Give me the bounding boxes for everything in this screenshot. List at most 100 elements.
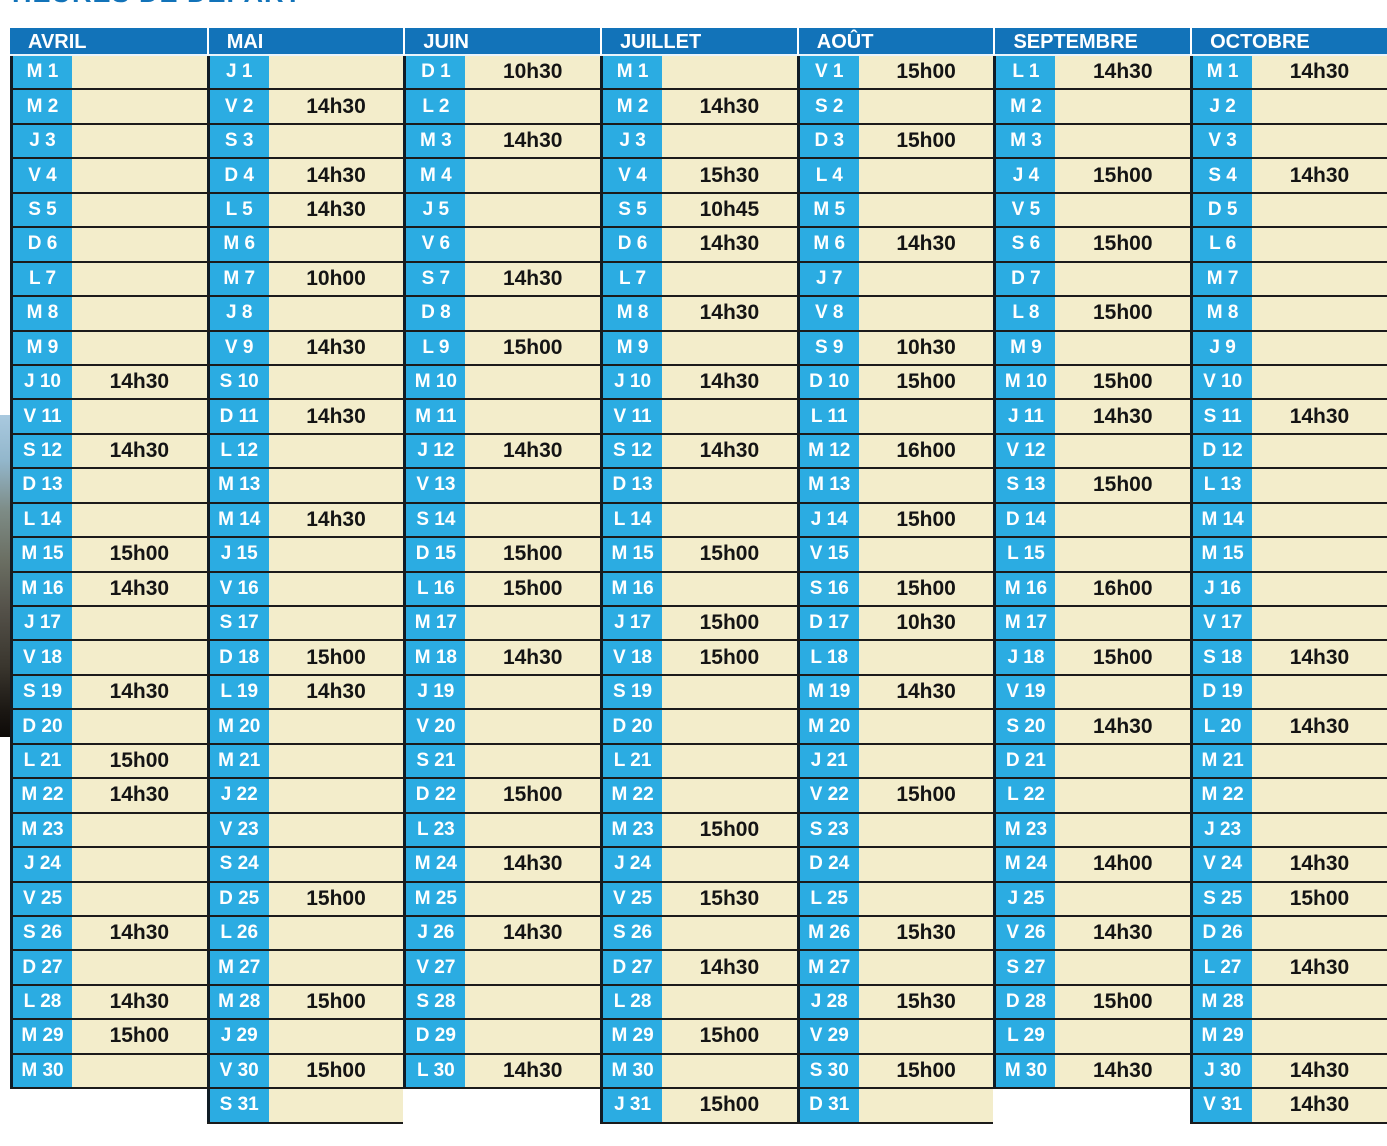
table-row: S 9 10h30 [796, 331, 994, 366]
table-row: L 30 14h30 [403, 1054, 601, 1090]
departure-time-cell: 15h30 [662, 882, 797, 915]
table-row: L 21 [600, 744, 797, 780]
table-row: V 10 [1190, 365, 1387, 401]
table-row: M 13 [796, 469, 994, 504]
table-row: S 19 [600, 675, 797, 711]
departure-time-cell: 14h30 [72, 779, 207, 812]
departure-time-cell [1252, 1020, 1387, 1053]
table-row: M 21 [206, 744, 404, 780]
day-cell: M 3 [993, 124, 1056, 158]
departure-time-cell [268, 228, 404, 261]
day-cell: D 10 [796, 365, 859, 399]
departure-time-cell [1055, 779, 1191, 812]
table-row: D 19 [1190, 675, 1387, 711]
table-row: D 5 [1190, 193, 1387, 229]
departure-time-cell: 14h30 [465, 262, 601, 296]
day-cell: L 7 [600, 262, 663, 296]
day-cell: D 1 [403, 56, 466, 89]
table-row: L 13 [1190, 469, 1387, 504]
departure-time-cell: 15h00 [72, 744, 207, 778]
day-cell: S 12 [600, 434, 663, 468]
day-cell: S 17 [206, 607, 269, 640]
day-cell: L 21 [10, 744, 72, 778]
table-row: J 5 [403, 193, 601, 229]
table-row: S 21 [403, 744, 601, 780]
table-row: L 15 [993, 538, 1191, 573]
table-row: V 25 [10, 882, 207, 917]
day-cell: M 5 [796, 193, 859, 227]
departure-time-cell [1252, 985, 1387, 1019]
day-cell: M 22 [600, 779, 663, 812]
table-row: S 12 14h30 [10, 434, 207, 470]
day-cell: V 11 [600, 400, 663, 433]
departure-time-cell [72, 228, 207, 261]
day-cell: M 27 [206, 951, 269, 984]
day-cell: M 2 [993, 90, 1056, 123]
day-cell: D 15 [403, 538, 466, 571]
table-row: J 24 [10, 848, 207, 883]
table-row: M 2 [10, 90, 207, 125]
day-cell: V 17 [1190, 607, 1253, 640]
day-cell: D 13 [10, 469, 72, 502]
departure-time-cell: 15h00 [662, 607, 797, 640]
table-row: J 9 [1190, 331, 1387, 366]
day-cell: M 8 [600, 297, 663, 330]
day-cell: S 24 [206, 848, 269, 881]
day-cell: L 25 [796, 882, 859, 915]
day-cell: S 18 [1190, 641, 1253, 674]
table-row: J 30 14h30 [1190, 1054, 1387, 1090]
table-row: L 14 [10, 503, 207, 539]
day-cell: M 30 [993, 1054, 1056, 1088]
month-header: MAI [206, 28, 404, 56]
day-cell: M 23 [993, 813, 1056, 847]
day-cell: J 8 [206, 297, 269, 330]
table-row: D 26 [1190, 916, 1387, 952]
departure-time-cell [662, 124, 797, 158]
departure-time-cell [268, 365, 404, 399]
day-cell: M 6 [796, 228, 859, 261]
departure-time-cell [268, 848, 404, 881]
table-row: D 1 10h30 [403, 56, 601, 91]
departure-time-cell: 14h30 [1252, 641, 1387, 674]
month-header: OCTOBRE [1190, 28, 1387, 56]
day-cell: J 30 [1190, 1054, 1253, 1088]
day-cell: J 29 [206, 1020, 269, 1053]
day-cell: M 30 [10, 1054, 72, 1088]
day-cell: D 13 [600, 469, 663, 502]
page-title: HEURES DE DÉPART [12, 0, 712, 9]
table-row: J 23 [1190, 813, 1387, 849]
departure-time-cell [1055, 503, 1191, 537]
departure-time-cell [662, 675, 797, 709]
month-header: AVRIL [10, 28, 207, 56]
departure-time-cell [465, 503, 601, 537]
day-cell: J 28 [796, 985, 859, 1019]
table-row: D 17 10h30 [796, 607, 994, 642]
day-cell: M 29 [1190, 1020, 1253, 1053]
table-row: L 21 15h00 [10, 744, 207, 780]
departure-time-cell [662, 56, 797, 89]
table-row: D 27 14h30 [600, 951, 797, 986]
departure-time-cell: 15h00 [662, 641, 797, 674]
table-row: L 7 [600, 262, 797, 298]
departure-time-cell [662, 469, 797, 502]
table-row: S 17 [206, 607, 404, 642]
departure-time-cell: 10h45 [662, 193, 797, 227]
day-cell: V 26 [993, 916, 1056, 950]
table-row: M 17 [993, 607, 1191, 642]
day-cell: M 8 [10, 297, 72, 330]
table-row: M 28 15h00 [206, 985, 404, 1021]
departure-time-cell [268, 1020, 404, 1053]
table-row: D 24 [796, 848, 994, 883]
table-row: J 8 [206, 297, 404, 332]
departure-time-cell: 14h30 [268, 193, 404, 227]
departure-time-cell [1252, 90, 1387, 123]
table-row: M 10 15h00 [993, 365, 1191, 401]
departure-time-cell: 14h30 [268, 503, 404, 537]
departure-time-cell [662, 744, 797, 778]
day-cell: M 10 [993, 365, 1056, 399]
day-cell: M 18 [403, 641, 466, 674]
table-row: M 2 [993, 90, 1191, 125]
table-row: M 26 15h30 [796, 916, 994, 952]
